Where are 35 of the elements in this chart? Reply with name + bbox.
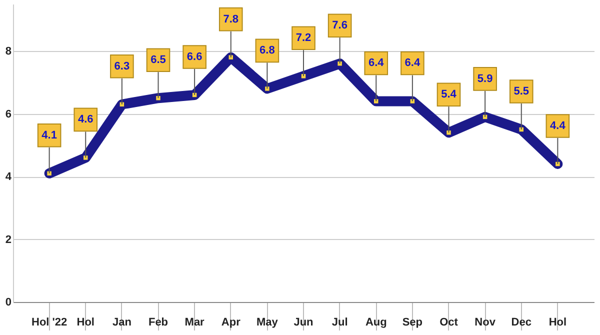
data-label: 5.4 <box>441 88 458 101</box>
data-label: 7.6 <box>332 20 348 32</box>
x-tick-label: Apr <box>221 316 242 328</box>
x-tick-label: Sep <box>402 316 423 328</box>
x-tick-label: Feb <box>148 316 168 328</box>
data-label: 6.5 <box>150 54 166 66</box>
x-tick-label: Hol <box>76 316 94 328</box>
x-tick-label: May <box>256 316 279 328</box>
data-label: 4.1 <box>42 129 57 142</box>
data-label: 6.3 <box>114 60 130 72</box>
data-label: 5.5 <box>514 85 530 98</box>
data-label: 5.9 <box>477 72 493 85</box>
x-tick-label: Hol <box>548 316 567 328</box>
data-label: 4.4 <box>550 120 566 132</box>
data-label: 7.2 <box>296 32 312 44</box>
y-tick-label: 6 <box>5 108 12 120</box>
data-label: 7.8 <box>223 13 239 26</box>
y-tick-label: 8 <box>5 46 12 58</box>
x-tick-label: Jan <box>112 316 132 328</box>
x-tick-label: Jul <box>332 316 348 328</box>
y-tick-label: 0 <box>5 296 12 308</box>
y-tick-label: 4 <box>5 171 12 184</box>
data-label: 6.8 <box>260 44 275 57</box>
x-tick-label: Hol '22 <box>31 316 68 328</box>
data-label: 6.4 <box>368 57 385 70</box>
x-tick-label: Dec <box>511 316 532 328</box>
x-tick-label: Oct <box>440 316 458 328</box>
data-label: 6.4 <box>404 57 421 70</box>
x-tick-label: Jun <box>294 316 314 328</box>
x-tick-label: Nov <box>474 316 496 328</box>
y-tick-label: 2 <box>5 234 12 246</box>
data-label: 6.6 <box>186 50 202 63</box>
x-tick-label: Mar <box>184 316 206 328</box>
data-label: 4.6 <box>78 114 94 126</box>
x-tick-label: Aug <box>365 316 387 328</box>
